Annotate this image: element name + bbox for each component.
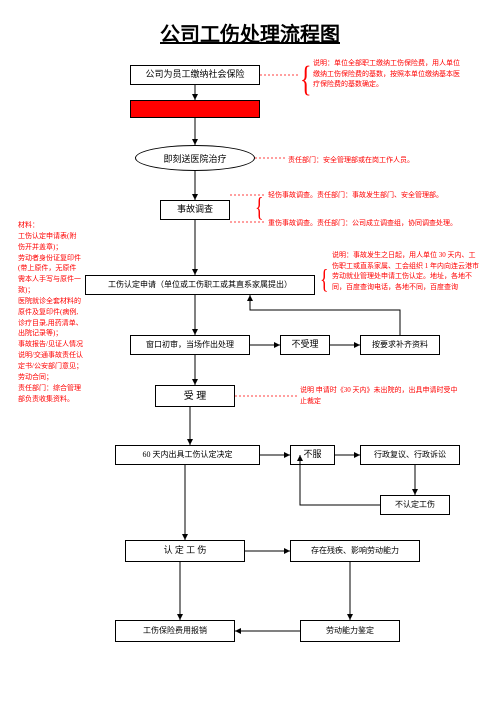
note-materials: 材料： 工伤认定申请表(附伤开并盖章)； 劳动者身份证复印件(带上原件，无原件需… <box>18 220 83 404</box>
node-disability: 存在残疾、影响劳动能力 <box>290 540 420 562</box>
node-not-injury: 不认定工伤 <box>380 495 450 515</box>
node-assessment: 劳动能力鉴定 <box>300 620 400 642</box>
note-heavy-injury: 重伤事故调查。责任部门：公司成立调查组，协同调查处理。 <box>268 218 478 229</box>
flowchart-page: 公司工伤处理流程图 公司为员工缴纳社会保险 发生工伤事故 即刻送医院治疗 事故调… <box>0 0 500 708</box>
node-supplement: 按要求补齐资料 <box>360 335 440 355</box>
node-apply: 工伤认定申请（单位或工伤职工或其直系家属提出） <box>85 275 315 295</box>
brace-icon-3: { <box>320 266 329 293</box>
brace-icon: { <box>300 62 312 98</box>
page-title: 公司工伤处理流程图 <box>0 18 500 47</box>
node-accept: 受 理 <box>155 385 235 407</box>
node-review: 窗口初审，当场作出处理 <box>130 335 250 355</box>
node-accident: 发生工伤事故 <box>130 100 260 118</box>
note-accept: 说明 申请时《30 天内》未出院的，出具申请时受中止裁定 <box>300 385 460 406</box>
note-top-right: 说明：单位全部职工缴纳工伤保险费，用人单位缴纳工伤保险费的基数，按照本单位缴纳基… <box>313 58 463 90</box>
node-decision: 60 天内出具工伤认定决定 <box>115 445 260 465</box>
node-insurance: 公司为员工缴纳社会保险 <box>130 65 260 85</box>
node-reimburse: 工伤保险费用报销 <box>115 620 235 642</box>
node-confirm: 认 定 工 伤 <box>125 540 245 562</box>
node-litigation: 行政复议、行政诉讼 <box>360 445 460 465</box>
node-disagree: 不服 <box>290 445 335 465</box>
node-investigation: 事故调查 <box>160 200 230 220</box>
note-apply: 说明：事故发生之日起，用人单位 30 天内、工伤职工或直系家属、工会组织 1 年… <box>332 250 482 292</box>
note-responsible-hospital: 责任部门：安全管理部或在岗工作人员。 <box>288 155 468 166</box>
note-light-injury: 轻伤事故调查。责任部门：事故发生部门、安全管理部。 <box>268 190 468 201</box>
node-hospital: 即刻送医院治疗 <box>135 145 255 171</box>
node-reject: 不受理 <box>280 335 330 355</box>
brace-icon-2: { <box>255 194 264 221</box>
